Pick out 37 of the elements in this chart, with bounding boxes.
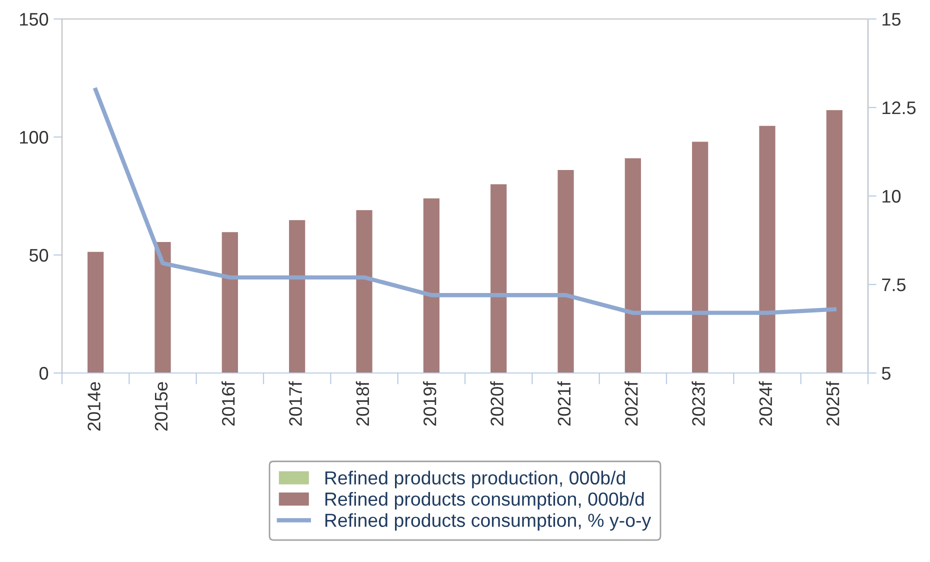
- bar: [154, 242, 171, 373]
- y2-tick-label: 10: [882, 190, 901, 203]
- x-tick-label: 2020f: [490, 381, 504, 426]
- bar: [423, 198, 440, 373]
- bar: [356, 210, 372, 373]
- x-tick-label: 2023f: [692, 381, 705, 426]
- y2-tick-label: 12.5: [882, 101, 916, 114]
- legend-label: Refined products production, 000b/d: [325, 470, 625, 488]
- x-tick-label: 2024f: [758, 381, 772, 426]
- x-tick-label: 2025f: [826, 381, 840, 426]
- y-tick-label: 150: [20, 12, 48, 26]
- bar: [289, 220, 306, 373]
- bar: [759, 126, 776, 373]
- x-tick-label: 2016f: [222, 381, 235, 426]
- x-tick-label: 2019f: [423, 381, 436, 426]
- x-tick-label: 2015e: [154, 382, 168, 431]
- x-tick-label: 2014e: [88, 382, 100, 431]
- y2-tick-label: 5: [882, 367, 890, 380]
- y2-tick-label: 15: [882, 13, 901, 26]
- legend-label: Refined products consumption, 000b/d: [325, 492, 644, 510]
- bar: [222, 232, 238, 373]
- y-tick-label: 50: [29, 248, 48, 262]
- x-tick-label: 2017f: [288, 381, 302, 426]
- y-tick-label: 0: [39, 366, 48, 380]
- legend-label: Refined products consumption, % y-o-y: [325, 513, 652, 531]
- y2-tick-label: 7.5: [882, 278, 906, 292]
- bar: [826, 110, 842, 373]
- bar: [558, 170, 574, 373]
- x-tick-label: 2018f: [356, 381, 370, 426]
- bar: [624, 158, 641, 373]
- x-tick-label: 2021f: [557, 381, 571, 426]
- x-tick-label: 2022f: [624, 381, 638, 426]
- y-tick-label: 100: [20, 130, 48, 144]
- bar: [88, 252, 104, 373]
- line-series: [94, 88, 836, 315]
- bar: [692, 142, 708, 373]
- bar: [490, 184, 507, 373]
